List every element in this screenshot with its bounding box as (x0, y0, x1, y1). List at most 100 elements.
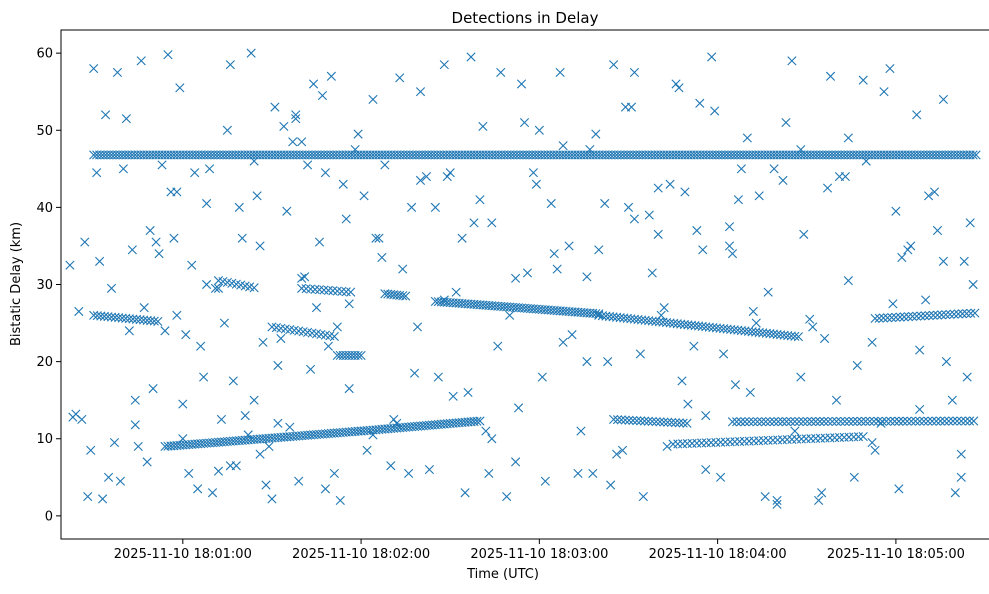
data-point (819, 416, 829, 427)
data-point (344, 384, 354, 394)
data-point (666, 417, 677, 428)
data-point (130, 395, 140, 405)
data-point (109, 438, 120, 448)
data-point (279, 121, 289, 131)
data-point (790, 416, 800, 427)
data-point (744, 436, 754, 446)
data-point (398, 264, 408, 274)
data-point (305, 364, 316, 374)
data-point (246, 48, 256, 58)
data-point (172, 187, 182, 197)
data-point (249, 156, 259, 166)
data-point (439, 295, 449, 305)
data-point (653, 183, 663, 193)
data-point (647, 268, 657, 278)
data-point (555, 67, 565, 78)
data-point (831, 395, 842, 405)
data-point (683, 399, 693, 409)
data-point (103, 472, 114, 482)
data-point (124, 326, 134, 336)
data-point (848, 416, 858, 426)
data-point (401, 291, 411, 301)
data-point (858, 431, 868, 442)
data-point (591, 308, 601, 319)
data-point (623, 202, 634, 212)
data-point (735, 436, 745, 447)
data-point (874, 313, 884, 323)
data-point (502, 491, 512, 502)
data-point (794, 416, 804, 427)
y-axis-label: Bistatic Delay (km) (9, 222, 24, 346)
data-point (929, 187, 940, 197)
data-point (549, 249, 559, 259)
data-point (732, 417, 742, 427)
data-point (350, 144, 360, 155)
data-point (912, 110, 922, 120)
data-point (297, 283, 307, 293)
data-point (96, 311, 106, 321)
data-point (711, 437, 721, 448)
data-point (763, 435, 773, 445)
data-point (778, 175, 788, 185)
data-point (736, 417, 746, 427)
data-point (297, 137, 307, 147)
data-point (639, 416, 650, 426)
data-point (867, 438, 877, 448)
y-tick-label: 40 (36, 201, 53, 216)
data-point (374, 233, 384, 243)
data-point (849, 472, 859, 482)
data-point (682, 418, 692, 428)
data-point (965, 218, 975, 228)
data-point (131, 314, 142, 324)
data-point (368, 430, 378, 440)
data-point (773, 417, 783, 427)
data-point (906, 241, 916, 251)
data-point (919, 416, 929, 426)
data-point (359, 191, 369, 201)
data-point (148, 384, 158, 394)
data-point (663, 417, 673, 427)
data-point (311, 303, 322, 313)
data-point (906, 416, 916, 426)
data-point (77, 414, 87, 425)
data-point (825, 433, 835, 443)
data-point (323, 341, 333, 351)
data-point (701, 411, 711, 421)
data-point (513, 403, 524, 413)
data-point (710, 106, 720, 116)
data-point (956, 449, 966, 459)
data-point (273, 418, 283, 428)
data-point (790, 331, 800, 341)
data-point (139, 303, 149, 313)
data-point (796, 144, 806, 155)
data-point (237, 233, 247, 243)
data-point (962, 308, 972, 319)
data-point (404, 468, 414, 479)
data-point (944, 416, 954, 426)
data-point (742, 133, 752, 143)
data-point (706, 438, 716, 448)
data-point (695, 98, 705, 108)
data-point (199, 372, 209, 382)
data-point (528, 168, 539, 178)
x-tick-label: 2025-11-10 18:04:00 (649, 547, 787, 562)
data-point (937, 310, 947, 320)
data-point (801, 434, 811, 444)
data-point (890, 416, 900, 426)
data-point (591, 129, 601, 139)
data-point (585, 144, 595, 155)
data-point (915, 345, 925, 355)
data-point (894, 484, 904, 494)
data-point (240, 411, 250, 421)
data-point (380, 160, 390, 170)
data-point (153, 316, 163, 326)
data-point (219, 318, 230, 328)
data-point (445, 168, 455, 178)
y-tick-label: 60 (36, 47, 53, 62)
data-point (860, 416, 871, 426)
data-point (421, 171, 432, 182)
data-point (267, 494, 277, 504)
data-point (314, 285, 325, 295)
data-point (291, 110, 301, 120)
